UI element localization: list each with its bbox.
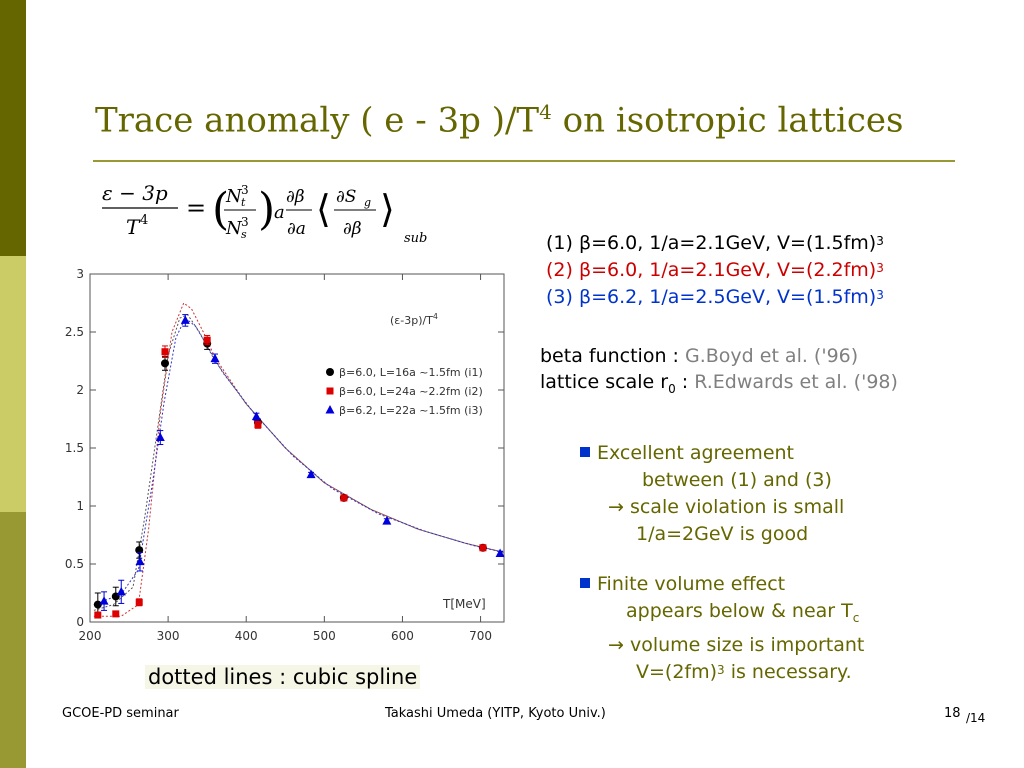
y-tick-label: 1 — [76, 499, 84, 513]
data-point-square — [94, 611, 102, 619]
slide-title: Trace anomaly ( e - 3p )/T4 on isotropic… — [95, 100, 904, 141]
param-line-1: (1) β=6.0, 1/a=2.1GeV, V=(1.5fm)3 — [546, 232, 884, 254]
trace-anomaly-formula: ε − 3p T 4 = ( N 3 t N 3 s ) a ∂β ∂a ⟨ ∂… — [102, 181, 427, 246]
chart-svg: 0 0.5 1 1.5 2 2.5 3 200 300 400 500 600 700 (ε-3p)/T… — [65, 267, 505, 643]
formula-dsg-sub: g — [364, 196, 371, 209]
formula-sub-label: sub — [404, 231, 427, 246]
spline-curve — [93, 313, 505, 611]
legend-label: β=6.0, L=24a ~2.2fm (i2) — [339, 385, 483, 398]
formula-lhs-denominator: T — [126, 215, 141, 239]
footer-author: Takashi Umeda (YITP, Kyoto Univ.) — [385, 706, 606, 721]
formula-lhs-numerator: ε − 3p — [102, 181, 168, 205]
svg-text:⟩: ⟩ — [380, 187, 395, 231]
left-strip-bottom — [0, 512, 26, 768]
data-point-circle — [93, 600, 102, 609]
data-point-square — [135, 598, 143, 606]
trace-anomaly-chart: 0 0.5 1 1.5 2 2.5 3 200 300 400 500 600 700 (ε-3p)/T… — [58, 262, 518, 652]
data-point-square — [161, 348, 169, 356]
data-point-triangle — [116, 586, 126, 596]
svg-text:(: ( — [212, 184, 229, 235]
spline-curve — [93, 317, 505, 606]
chart-xlabel: T[MeV] — [442, 597, 486, 611]
formula-nt-sup: 3 — [241, 183, 249, 197]
formula-ns-sub: s — [241, 228, 247, 241]
y-tick-label: 0.5 — [65, 557, 84, 571]
data-point-square — [203, 336, 211, 344]
data-point-triangle — [135, 556, 145, 566]
references: beta function : G.Boyd et al. ('96) latt… — [540, 343, 898, 402]
y-tick-label: 1.5 — [65, 441, 84, 455]
bullet-square-icon — [580, 578, 590, 588]
data-point-triangle — [99, 596, 109, 605]
x-tick-label: 700 — [469, 629, 492, 643]
legend-marker-circle — [326, 368, 334, 376]
data-point-triangle — [210, 353, 220, 363]
ref-lattice-scale: lattice scale r0 : R.Edwards et al. ('98… — [540, 371, 898, 396]
x-tick-label: 200 — [79, 629, 102, 643]
x-tick-label: 500 — [313, 629, 336, 643]
chart-legend: β=6.0, L=16a ~1.5fm (i1) β=6.0, L=24a ~2.… — [325, 366, 483, 417]
conclusions: Excellent agreement between (1) and (3) … — [580, 440, 864, 686]
bullet-1-line-4: 1/a=2GeV is good — [636, 523, 809, 545]
data-point-triangle — [251, 411, 261, 421]
formula-nt: N — [225, 186, 243, 207]
legend-label: β=6.0, L=16a ~1.5fm (i1) — [339, 366, 483, 379]
data-point-triangle — [495, 548, 505, 558]
bullet-2-line-4: V=(2fm)3 is necessary. — [636, 660, 852, 683]
legend-label: β=6.2, L=22a ~1.5fm (i3) — [339, 404, 483, 417]
legend-marker-square — [326, 387, 334, 395]
svg-text:⟨: ⟨ — [316, 187, 331, 231]
chart-title: (ε-3p)/T4 — [390, 312, 438, 327]
data-point-circle — [160, 359, 169, 368]
formula-ns-sup: 3 — [241, 215, 249, 229]
legend-marker-triangle — [325, 405, 335, 414]
bullet-1-line-1: Excellent agreement — [580, 440, 864, 467]
y-tick-label: 3 — [76, 267, 84, 281]
spline-curve — [93, 302, 505, 617]
formula-ns: N — [225, 218, 243, 239]
svg-text:=: = — [186, 194, 206, 222]
y-tick-label: 0 — [76, 615, 84, 629]
x-tick-label: 600 — [391, 629, 414, 643]
bullet-2-line-1: Finite volume effect — [580, 571, 864, 598]
data-point-square — [112, 610, 120, 618]
chart-caption: dotted lines : cubic spline — [145, 665, 421, 689]
left-strip-top — [0, 0, 26, 256]
formula-lhs-den-sup: 4 — [140, 213, 148, 228]
bullet-1-line-3: → scale violation is small — [608, 496, 845, 518]
lattice-parameters: (1) β=6.0, 1/a=2.1GeV, V=(1.5fm)3 (2) β=… — [546, 230, 884, 311]
y-tick-label: 2.5 — [65, 325, 84, 339]
data-point-square — [340, 494, 348, 502]
data-point-square — [479, 544, 487, 552]
y-tick-label: 2 — [76, 383, 84, 397]
param-line-3: (3) β=6.2, 1/a=2.5GeV, V=(1.5fm)3 — [546, 286, 884, 308]
formula-a: a — [274, 202, 285, 223]
bullet-square-icon — [580, 447, 590, 457]
footer-event: GCOE-PD seminar — [62, 706, 179, 721]
data-point-triangle — [155, 432, 165, 442]
data-point-triangle — [306, 469, 316, 479]
ref-beta-function: beta function : G.Boyd et al. ('96) — [540, 345, 859, 367]
title-divider — [93, 160, 955, 162]
data-point-square — [254, 421, 262, 429]
bullet-1-line-2: between (1) and (3) — [642, 469, 832, 491]
formula-dsg: ∂S — [336, 187, 356, 207]
left-strip-middle — [0, 256, 26, 512]
param-line-2: (2) β=6.0, 1/a=2.1GeV, V=(2.2fm)3 — [546, 259, 884, 281]
data-point-triangle — [180, 315, 190, 324]
formula-da: ∂a — [287, 219, 306, 239]
formula-nt-sub: t — [241, 196, 246, 209]
svg-text:): ) — [258, 184, 275, 235]
bullet-2-line-3: → volume size is important — [608, 633, 865, 656]
x-tick-label: 300 — [157, 629, 180, 643]
data-point-triangle — [382, 516, 392, 525]
formula-dbeta: ∂β — [286, 187, 305, 207]
footer-page-number: 18 — [944, 706, 961, 721]
plot-area — [89, 273, 505, 623]
bullet-2-line-2: appears below & near Tc — [626, 600, 860, 625]
footer-page-total: /14 — [966, 711, 986, 725]
formula-dbeta2: ∂β — [343, 219, 362, 239]
x-tick-label: 400 — [235, 629, 258, 643]
